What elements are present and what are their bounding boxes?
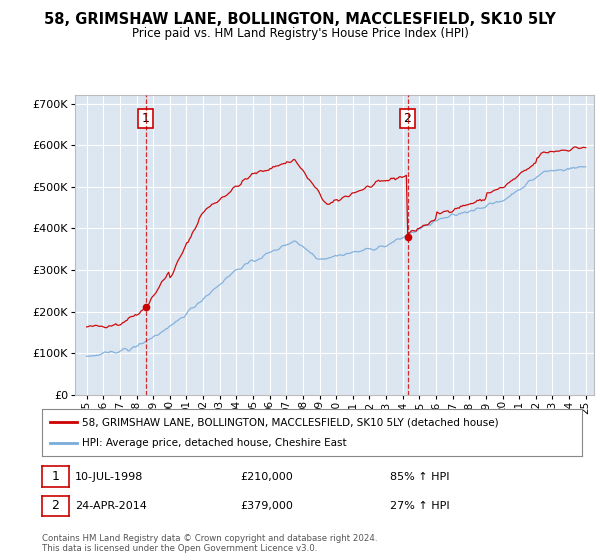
- Text: £210,000: £210,000: [240, 472, 293, 482]
- Text: 1: 1: [142, 112, 149, 125]
- Text: 58, GRIMSHAW LANE, BOLLINGTON, MACCLESFIELD, SK10 5LY: 58, GRIMSHAW LANE, BOLLINGTON, MACCLESFI…: [44, 12, 556, 27]
- Text: Contains HM Land Registry data © Crown copyright and database right 2024.
This d: Contains HM Land Registry data © Crown c…: [42, 534, 377, 553]
- Text: Price paid vs. HM Land Registry's House Price Index (HPI): Price paid vs. HM Land Registry's House …: [131, 27, 469, 40]
- Text: 24-APR-2014: 24-APR-2014: [75, 501, 147, 511]
- Text: 2: 2: [404, 112, 412, 125]
- Text: 2: 2: [52, 499, 59, 512]
- Text: 85% ↑ HPI: 85% ↑ HPI: [390, 472, 449, 482]
- Text: 10-JUL-1998: 10-JUL-1998: [75, 472, 143, 482]
- Text: 58, GRIMSHAW LANE, BOLLINGTON, MACCLESFIELD, SK10 5LY (detached house): 58, GRIMSHAW LANE, BOLLINGTON, MACCLESFI…: [83, 417, 499, 427]
- Text: 27% ↑ HPI: 27% ↑ HPI: [390, 501, 449, 511]
- Text: £379,000: £379,000: [240, 501, 293, 511]
- Text: 1: 1: [52, 470, 59, 483]
- Text: HPI: Average price, detached house, Cheshire East: HPI: Average price, detached house, Ches…: [83, 438, 347, 448]
